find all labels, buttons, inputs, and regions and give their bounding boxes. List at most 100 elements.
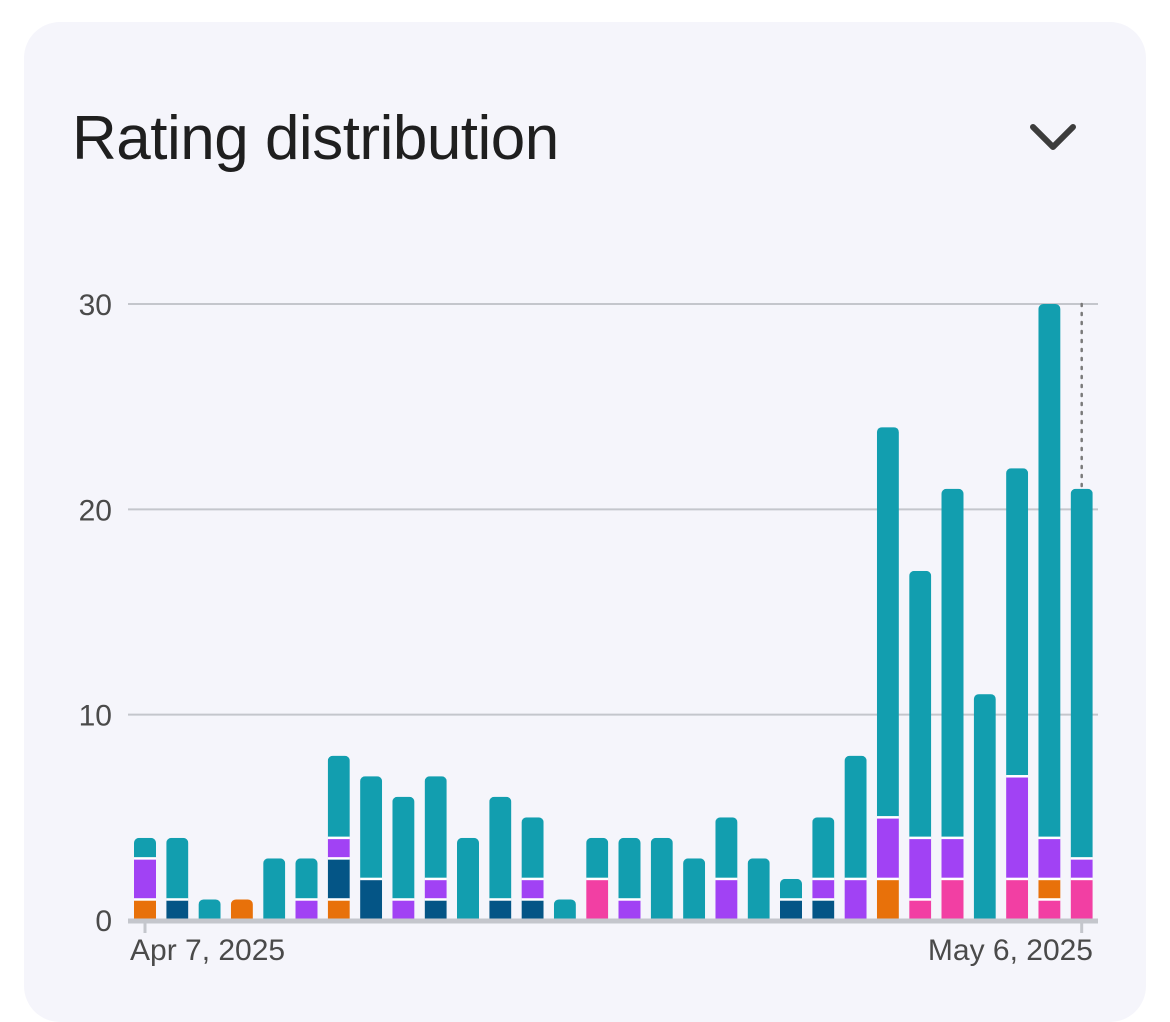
- bar-segment: [586, 878, 609, 920]
- card-title: Rating distribution: [72, 104, 559, 173]
- bar-segment: [941, 488, 964, 838]
- collapse-button[interactable]: [1020, 104, 1086, 170]
- segment-separator: [327, 836, 350, 840]
- bar-stack: [812, 817, 835, 920]
- bar-segment: [683, 858, 706, 920]
- bar-segment: [618, 899, 641, 920]
- bar-stack: [360, 776, 383, 920]
- bar-stack: [586, 837, 609, 920]
- bar-stack: [198, 899, 221, 920]
- bar-segment: [489, 899, 512, 920]
- segment-separator: [327, 898, 350, 901]
- x-tick-label: Apr 7, 2025: [130, 934, 285, 967]
- bar-segment: [360, 878, 383, 920]
- bar-segment: [424, 878, 447, 900]
- segment-separator: [909, 836, 932, 840]
- bar-stack: [553, 899, 576, 920]
- chevron-down-icon: [1030, 124, 1076, 150]
- bar-stack: [230, 899, 253, 920]
- segment-separator: [134, 898, 156, 901]
- segment-separator: [941, 877, 964, 881]
- segment-separator: [489, 898, 512, 901]
- bar-segment: [1038, 304, 1061, 838]
- y-tick-label: 10: [79, 700, 112, 733]
- y-tick-label: 0: [95, 905, 112, 938]
- bar-segment: [327, 837, 350, 859]
- segment-separator: [876, 816, 899, 819]
- bar-segment: [1070, 878, 1093, 920]
- bar-segment: [780, 878, 802, 900]
- bar-stack: [295, 858, 318, 920]
- bar-stack: [1070, 488, 1093, 920]
- segment-separator: [166, 898, 189, 901]
- bar-segment: [715, 817, 738, 879]
- bar-segment: [166, 837, 189, 900]
- bar-segment: [941, 837, 964, 879]
- segment-separator: [1038, 836, 1061, 840]
- bar-stack: [876, 427, 899, 920]
- segment-separator: [392, 898, 415, 901]
- bar-segment: [230, 899, 253, 920]
- segment-separator: [1070, 857, 1093, 860]
- bar-segment: [780, 899, 802, 920]
- bar-stack: [941, 488, 964, 920]
- bar-stack: [424, 776, 447, 920]
- bar-stack: [1006, 468, 1029, 920]
- bar-segment: [424, 776, 447, 879]
- segment-separator: [586, 877, 609, 881]
- bar-segment: [327, 858, 350, 900]
- rating-chart: 0 10 20 30 Apr 7, 2025 May 6, 2025: [79, 289, 1098, 967]
- bar-segment: [1070, 488, 1093, 859]
- bar-segment: [327, 899, 350, 920]
- y-tick-label: 30: [79, 289, 112, 322]
- y-tick-label: 20: [79, 494, 112, 527]
- bar-segment: [424, 899, 447, 920]
- bar-segment: [1070, 858, 1093, 879]
- bar-segment: [521, 899, 544, 920]
- segment-separator: [618, 898, 641, 901]
- bar-segment: [134, 858, 156, 900]
- bar-segment: [812, 899, 835, 920]
- bar-segment: [844, 755, 867, 879]
- segment-separator: [780, 898, 802, 901]
- bar-stack: [327, 755, 350, 920]
- segment-separator: [360, 877, 383, 881]
- bar-stack: [909, 570, 932, 920]
- segment-separator: [1038, 877, 1061, 881]
- bar-stack: [650, 837, 673, 920]
- segment-separator: [327, 857, 350, 860]
- segment-separator: [812, 877, 835, 881]
- bar-stack: [457, 837, 479, 920]
- segment-separator: [812, 898, 835, 901]
- bar-segment: [521, 817, 544, 879]
- bar-segment: [457, 837, 479, 920]
- bar-segment: [1038, 899, 1061, 920]
- segment-separator: [844, 877, 867, 881]
- bar-stack: [166, 837, 189, 920]
- bar-segment: [812, 817, 835, 879]
- bar-segment: [553, 899, 576, 920]
- bar-segment: [392, 899, 415, 920]
- segment-separator: [295, 898, 318, 901]
- segment-separator: [1006, 775, 1029, 778]
- bar-segment: [876, 878, 899, 920]
- bar-segment: [1006, 468, 1029, 777]
- segment-separator: [521, 898, 544, 901]
- bar-segment: [263, 858, 286, 920]
- segment-separator: [424, 898, 447, 901]
- bar-stack: [489, 796, 512, 920]
- bar-segment: [747, 858, 770, 920]
- bar-segment: [909, 837, 932, 900]
- bar-stack: [780, 878, 802, 920]
- segment-separator: [1038, 898, 1061, 901]
- segment-separator: [715, 877, 738, 881]
- bar-segment: [327, 755, 350, 838]
- bar-segment: [909, 570, 932, 838]
- segment-separator: [521, 877, 544, 881]
- bar-segment: [198, 899, 221, 920]
- bar-stack: [392, 796, 415, 920]
- bar-stack: [973, 694, 996, 920]
- bar-stack: [683, 858, 706, 920]
- bar-segment: [1038, 837, 1061, 879]
- bar-stack: [715, 817, 738, 920]
